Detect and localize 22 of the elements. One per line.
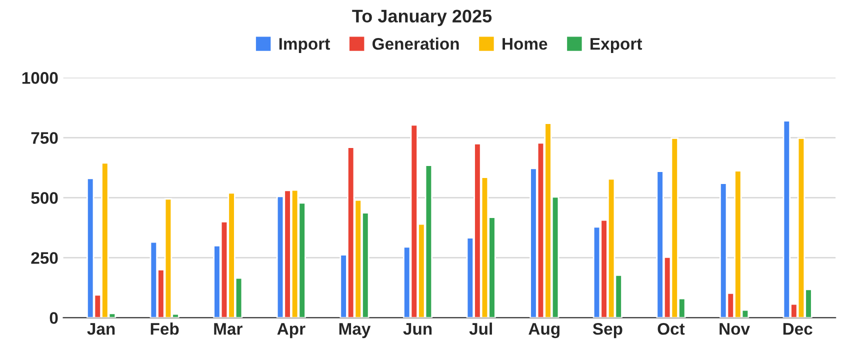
x-tick-label: Jan (87, 323, 115, 335)
y-tick-label: 1000 (22, 72, 58, 84)
x-tick-label: May (339, 323, 371, 338)
legend-label: Generation (372, 38, 459, 50)
x-tick-label: Aug (528, 323, 560, 338)
legend-label: Home (502, 38, 548, 50)
chart-title: To January 2025 (352, 10, 492, 26)
x-tick-label: Apr (277, 323, 306, 338)
x-tick-label: Jun (403, 323, 432, 335)
x-tick-label: Oct (658, 323, 685, 335)
y-tick-label: 250 (31, 252, 58, 264)
x-tick-label: Jul (469, 322, 492, 335)
y-tick-label: 750 (31, 132, 58, 144)
x-tick-label: Nov (720, 323, 750, 335)
y-tick-label: 500 (31, 192, 58, 204)
x-tick-label: Mar (214, 323, 242, 335)
x-tick-label: Sep (592, 323, 622, 338)
x-tick-label: Feb (150, 322, 179, 335)
legend-label: Import (279, 38, 330, 54)
x-tick-label: Dec (783, 323, 812, 335)
legend-label: Export (590, 38, 642, 54)
y-tick-label: 0 (50, 312, 58, 324)
